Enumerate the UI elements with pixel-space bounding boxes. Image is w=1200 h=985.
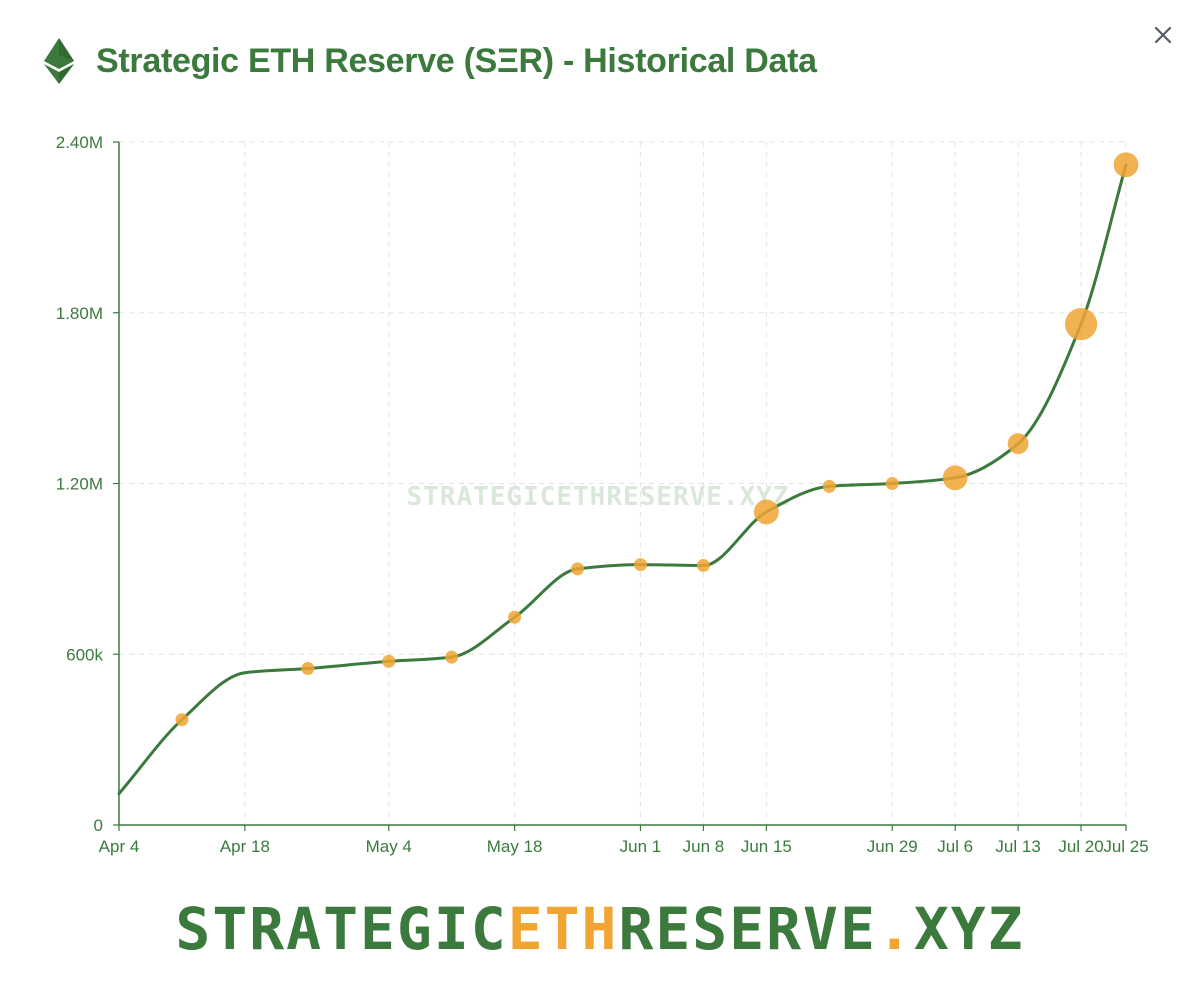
footer-text-eth: ETH xyxy=(507,895,619,963)
data-point xyxy=(445,650,459,664)
data-point xyxy=(696,558,710,572)
data-point xyxy=(885,477,899,490)
data-markers xyxy=(175,152,1139,727)
x-tick-label: Apr 18 xyxy=(220,837,270,856)
x-tick-label: Jul 20 xyxy=(1058,837,1103,856)
y-axis-ticks: 0 600k 1.20M 1.80M 2.40M xyxy=(56,133,104,835)
data-point xyxy=(633,558,647,572)
series-line xyxy=(117,163,1128,796)
close-button[interactable] xyxy=(1150,22,1176,48)
x-axis-ticks: Apr 4 Apr 18 May 4 May 18 Jun 1 Jun 8 Jun 15 Ju… xyxy=(99,837,1149,856)
page-title: Strategic ETH Reserve (SΞR) - Historical… xyxy=(96,41,817,80)
data-point xyxy=(301,661,315,675)
y-tick-label: 2.40M xyxy=(56,133,103,152)
series-line-path xyxy=(117,163,1128,796)
x-tick-label: Jul 6 xyxy=(937,837,973,856)
data-point xyxy=(942,465,968,491)
y-tick-label: 1.80M xyxy=(56,304,103,323)
footer-brand: STRATEGICETHRESERVE.XYZ xyxy=(0,896,1200,962)
x-tick-label: Jun 8 xyxy=(683,837,725,856)
x-tick-label: Jul 13 xyxy=(995,837,1040,856)
header: Strategic ETH Reserve (SΞR) - Historical… xyxy=(44,38,817,84)
data-point xyxy=(1113,152,1139,178)
eth-reserve-chart: STRATEGICETHRESERVE.XYZ Apr 4 Apr 18 May 4… xyxy=(56,133,1149,856)
data-point xyxy=(1007,433,1029,455)
footer-text-reserve: RESERVE xyxy=(618,895,877,963)
footer-text-dot: . xyxy=(876,895,914,963)
footer-text-strategic: STRATEGIC xyxy=(175,895,508,963)
close-icon xyxy=(1154,26,1172,44)
y-tick-label: 600k xyxy=(66,645,103,664)
x-tick-label: Jun 29 xyxy=(867,837,918,856)
y-tick-label: 1.20M xyxy=(56,475,103,494)
x-tick-label: May 18 xyxy=(487,837,543,856)
data-point xyxy=(382,654,396,668)
data-point xyxy=(571,562,585,576)
data-point xyxy=(175,713,189,727)
x-tick-label: May 4 xyxy=(366,837,412,856)
chart-watermark: STRATEGICETHRESERVE.XYZ xyxy=(406,482,789,512)
x-tick-label: Apr 4 xyxy=(99,837,140,856)
axes xyxy=(113,141,1127,831)
data-point xyxy=(1064,308,1098,341)
x-tick-label: Jul 25 xyxy=(1103,837,1148,856)
y-tick-label: 0 xyxy=(94,816,103,835)
data-point xyxy=(822,479,836,493)
grid-lines xyxy=(119,141,1127,825)
data-point xyxy=(508,610,522,624)
x-tick-label: Jun 1 xyxy=(620,837,662,856)
x-tick-label: Jun 15 xyxy=(741,837,792,856)
footer-text-xyz: XYZ xyxy=(913,895,1025,963)
ethereum-icon xyxy=(44,38,74,84)
data-point xyxy=(753,499,779,525)
